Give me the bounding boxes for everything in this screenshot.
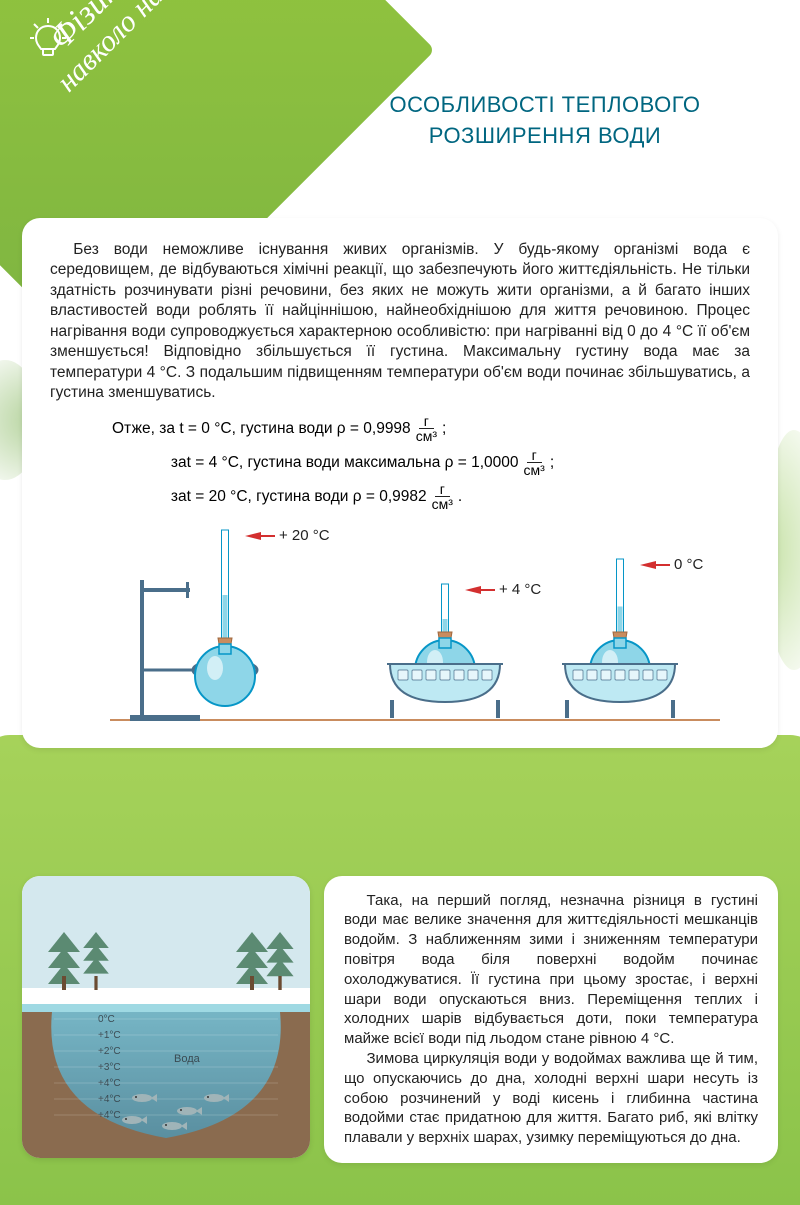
f2-end: ; bbox=[550, 446, 554, 480]
f3-end: . bbox=[458, 480, 462, 514]
flask-svg: + 20 °С + 4 °С 0 °С bbox=[50, 520, 750, 730]
svg-text:0 °С: 0 °С bbox=[674, 556, 704, 573]
f1-end: ; bbox=[442, 412, 446, 446]
formula-line-1: Отже, за t = 0 °С, густина води ρ = 0,99… bbox=[50, 412, 750, 446]
formula-line-2: за t = 4 °С, густина води максимальна ρ … bbox=[50, 446, 750, 480]
f3-a: t = 20 °С, густина води ρ = 0,9982 bbox=[187, 480, 427, 514]
pond-image: 0°С+1°С+2°С+3°С+4°С+4°С+4°СВода bbox=[22, 876, 310, 1158]
fraction-1: г см³ bbox=[414, 414, 439, 443]
formula-line-3: за t = 20 °С, густина води ρ = 0,9982 г … bbox=[50, 480, 750, 514]
svg-text:+ 4 °С: + 4 °С bbox=[499, 581, 541, 598]
pond-svg: 0°С+1°С+2°С+3°С+4°С+4°С+4°СВода bbox=[22, 876, 310, 1158]
flask-diagram: + 20 °С + 4 °С 0 °С bbox=[50, 520, 750, 730]
f2-pre: за bbox=[171, 446, 187, 480]
fraction-3: г см³ bbox=[430, 482, 455, 511]
svg-text:Вода: Вода bbox=[174, 1053, 201, 1065]
formula-block: Отже, за t = 0 °С, густина води ρ = 0,99… bbox=[50, 412, 750, 514]
card2-p2: Зимова циркуляція води у водоймах важлив… bbox=[344, 1049, 758, 1148]
f1-intro: Отже, за bbox=[112, 412, 175, 446]
body-paragraph-1: Без води неможливе існування живих орган… bbox=[50, 240, 750, 404]
f3-pre: за bbox=[171, 480, 187, 514]
f1-a: t = 0 °С, густина води ρ = 0,9998 bbox=[179, 412, 410, 446]
p1: Без води неможливе існування живих орган… bbox=[50, 240, 750, 404]
bottom-row: 0°С+1°С+2°С+3°С+4°С+4°С+4°СВода Така, на… bbox=[22, 876, 778, 1163]
f2-a: t = 4 °С, густина води максимальна ρ = 1… bbox=[187, 446, 519, 480]
page-title: ОСОБЛИВОСТІ ТЕПЛОВОГО РОЗШИРЕННЯ ВОДИ bbox=[345, 90, 745, 152]
card2-p1: Така, на перший погляд, незначна різниця… bbox=[344, 891, 758, 1049]
main-card: Без води неможливе існування живих орган… bbox=[22, 218, 778, 748]
secondary-card: Така, на перший погляд, незначна різниця… bbox=[324, 876, 778, 1163]
svg-text:+ 20 °С: + 20 °С bbox=[279, 527, 330, 544]
fraction-2: г см³ bbox=[522, 448, 547, 477]
